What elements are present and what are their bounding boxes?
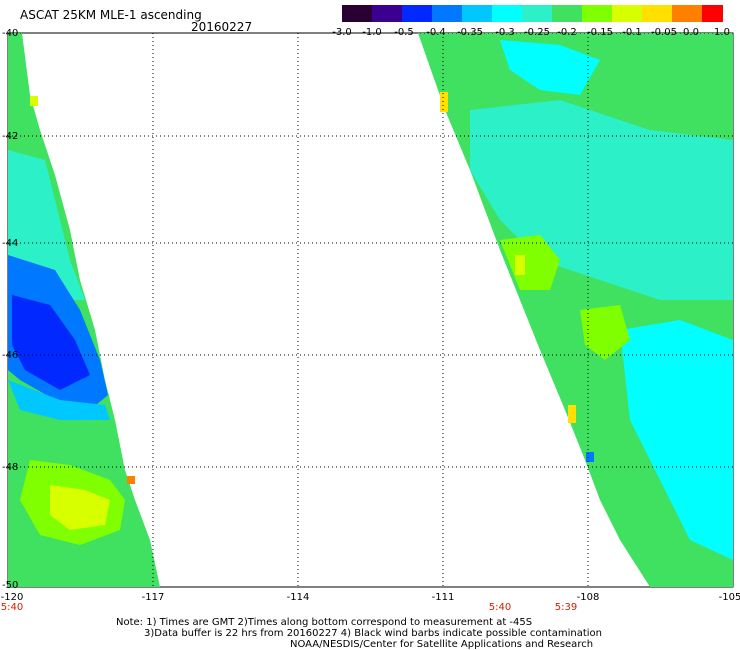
swath-pixel-yellow-2 — [515, 255, 525, 275]
note-line-1: Note: 1) Times are GMT 2)Times along bot… — [116, 617, 533, 628]
colorbar-segment — [702, 5, 723, 22]
colorbar-segment — [672, 5, 702, 22]
swath-pixel-blue — [586, 452, 594, 462]
lat-label: -46 — [2, 350, 19, 361]
colorbar-segment — [552, 5, 582, 22]
note-line-2: 3)Data buffer is 22 hrs from 20160227 4)… — [144, 628, 602, 639]
colorbar-segment — [402, 5, 432, 22]
swath-region-lime-2 — [580, 305, 630, 360]
colorbar-label: -0.4 — [426, 27, 446, 38]
right-swath — [418, 33, 733, 587]
colorbar-segment — [432, 5, 462, 22]
lat-label: -50 — [2, 580, 19, 591]
colorbar-label: 0.0 — [683, 27, 699, 38]
lat-label: -40 — [2, 28, 19, 39]
colorbar-label: -0.1 — [622, 27, 642, 38]
colorbar-label: -0.25 — [524, 27, 550, 38]
colorbar-segment — [582, 5, 612, 22]
colorbar-segment — [642, 5, 672, 22]
colorbar-label: -0.3 — [495, 27, 515, 38]
colorbar-segment — [342, 5, 372, 22]
swath-region-lightblue — [8, 380, 110, 420]
lon-label: -108 — [576, 592, 600, 603]
lat-label: -48 — [2, 462, 19, 473]
swath-region-lime — [500, 235, 560, 290]
lon-label: -117 — [141, 592, 165, 603]
time-label: 5:40 — [0, 602, 24, 613]
colorbar-label: -0.05 — [651, 27, 677, 38]
colorbar-segment — [522, 5, 552, 22]
note-line-3: NOAA/NESDIS/Center for Satellite Applica… — [290, 639, 594, 650]
swath-pixel-yellow — [440, 92, 448, 112]
colorbar-segment — [462, 5, 492, 22]
lat-label: -44 — [2, 238, 19, 249]
swath-region-darkblue — [12, 295, 90, 390]
colorbar-label: -0.2 — [557, 27, 577, 38]
colorbar-segment — [372, 5, 402, 22]
colorbar-label: -3.0 — [332, 27, 352, 38]
gridlines — [8, 32, 733, 587]
swath-pixel-yellow — [30, 96, 38, 106]
swath-region-yellow — [50, 485, 110, 530]
swath-pixel-orange — [127, 476, 135, 484]
swath-region-cyan-lower — [620, 320, 733, 560]
swath-region-cyan-upper — [500, 40, 600, 95]
left-swath — [8, 33, 160, 587]
colorbar-label: -0.15 — [587, 27, 613, 38]
colorbar — [342, 5, 723, 22]
map-date: 20160227 — [191, 20, 253, 34]
swath-pixel-yellow-3 — [568, 405, 576, 423]
colorbar-segment — [612, 5, 642, 22]
colorbar-label: -0.35 — [457, 27, 483, 38]
colorbar-segment — [492, 5, 522, 22]
time-label: 5:40 — [488, 602, 512, 613]
lon-label: -111 — [431, 592, 455, 603]
lon-label: -105 — [718, 592, 740, 603]
colorbar-label: 1.0 — [714, 27, 730, 38]
colorbar-label: -0.5 — [394, 27, 414, 38]
lon-label: -114 — [286, 592, 310, 603]
lon-label: -120 — [0, 592, 24, 603]
colorbar-label: -1.0 — [362, 27, 382, 38]
map-title: ASCAT 25KM MLE-1 ascending — [20, 8, 202, 22]
time-label: 5:39 — [554, 602, 578, 613]
lat-label: -42 — [2, 131, 19, 142]
